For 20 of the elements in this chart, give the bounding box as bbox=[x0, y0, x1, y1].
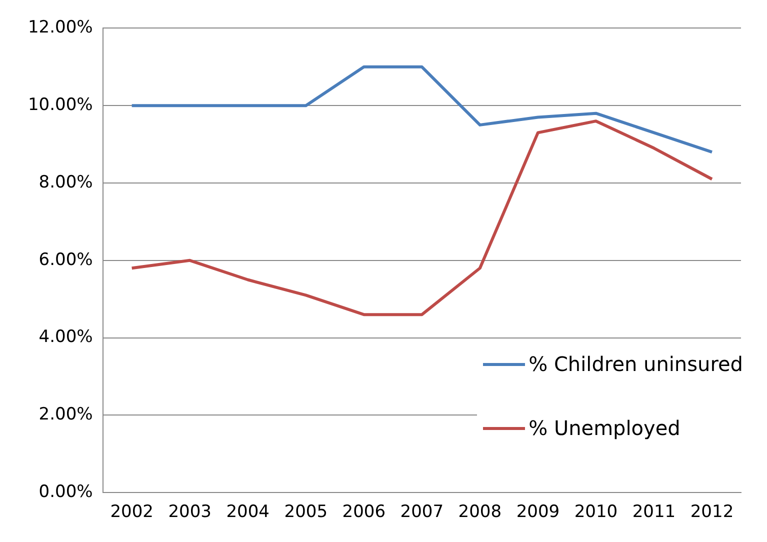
x-tick-label: 2007 bbox=[400, 502, 444, 522]
x-tick-label: 2012 bbox=[690, 502, 734, 522]
y-tick-label: 6.00% bbox=[38, 250, 93, 270]
y-tick-label: 2.00% bbox=[38, 404, 93, 425]
x-tick-label: 2005 bbox=[284, 502, 328, 522]
x-tick-label: 2002 bbox=[110, 502, 154, 522]
y-tick-label: 10.00% bbox=[28, 95, 93, 116]
y-tick-label: 8.00% bbox=[38, 172, 93, 192]
x-tick-label: 2003 bbox=[168, 502, 212, 522]
x-tick-label: 2011 bbox=[632, 502, 676, 522]
x-tick-label: 2010 bbox=[574, 502, 618, 522]
x-tick-label: 2009 bbox=[516, 502, 560, 522]
legend-label: % Children uninsured bbox=[528, 352, 743, 376]
x-tick-label: 2006 bbox=[342, 502, 386, 522]
y-tick-label: 4.00% bbox=[38, 327, 93, 348]
legend-label: % Unemployed bbox=[528, 416, 680, 440]
y-tick-label: 0.00% bbox=[38, 482, 93, 502]
x-tick-label: 2008 bbox=[458, 502, 502, 522]
y-tick-label: 12.00% bbox=[28, 18, 93, 38]
x-tick-label: 2004 bbox=[226, 502, 270, 522]
